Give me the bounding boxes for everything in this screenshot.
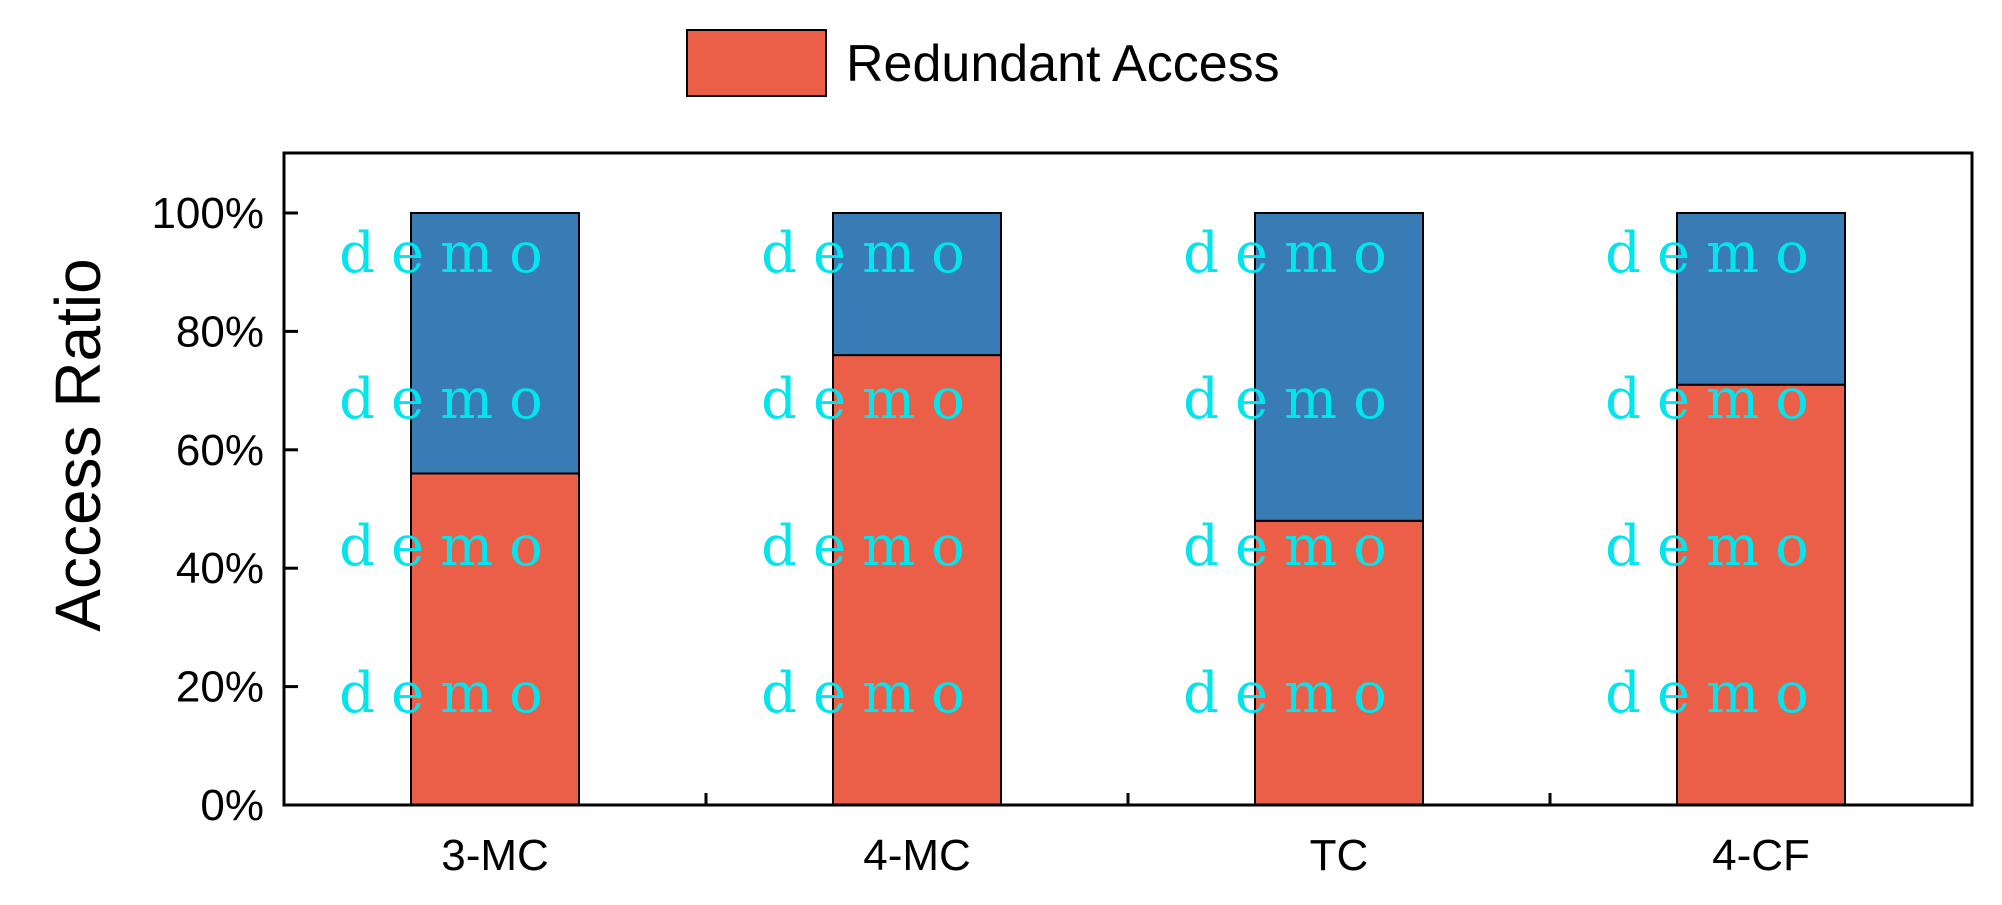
x-tick-label: 3-MC: [441, 831, 549, 880]
x-tick-label: TC: [1310, 831, 1369, 880]
y-tick-label: 20%: [176, 663, 264, 712]
watermark-layer: demo demo demo demo demo demo demo demo demo demo…: [339, 221, 1825, 726]
bar-segment-3-mc-other: [410, 212, 580, 475]
watermark-text: demo: [1183, 661, 1403, 726]
bar-segment-tc-other: [1254, 212, 1424, 522]
watermark-text: demo: [1183, 514, 1403, 579]
y-axis-title: Access Ratio: [42, 258, 114, 631]
watermark-text: demo: [339, 661, 559, 726]
bar-segment-4-cf-other: [1676, 212, 1846, 386]
bar-segment-4-mc-other: [832, 212, 1002, 357]
watermark-text: demo: [339, 367, 559, 432]
watermark-text: demo: [339, 514, 559, 579]
watermark-text: demo: [1605, 514, 1825, 579]
bar-segment-tc-redundant: [1254, 519, 1424, 806]
y-tick-label: 60%: [176, 426, 264, 475]
legend-label-redundant-access: Redundant Access: [846, 35, 1280, 93]
y-tick-label: 80%: [176, 307, 264, 356]
watermark-text: demo: [1183, 367, 1403, 432]
watermark-text: demo: [1605, 221, 1825, 286]
watermark-text: demo: [761, 661, 981, 726]
watermark-text: demo: [1183, 221, 1403, 286]
x-axis: 3-MC 4-MC TC 4-CF: [441, 793, 1810, 880]
legend: Redundant Access: [686, 29, 1280, 97]
x-tick-label: 4-MC: [863, 831, 971, 880]
bars-group: [410, 212, 1846, 806]
bar-segment-4-cf-redundant: [1676, 383, 1846, 806]
watermark-text: demo: [761, 221, 981, 286]
legend-swatch-redundant-access: [686, 29, 827, 97]
bar-segment-3-mc-redundant: [410, 472, 580, 806]
watermark-text: demo: [1605, 661, 1825, 726]
x-tick-label: 4-CF: [1712, 831, 1810, 880]
y-tick-label: 100%: [151, 189, 264, 238]
y-axis: 0% 20% 40% 60% 80% 100%: [151, 189, 298, 830]
y-tick-label: 0%: [200, 781, 264, 830]
y-tick-label: 40%: [176, 544, 264, 593]
watermark-text: demo: [761, 367, 981, 432]
watermark-text: demo: [339, 221, 559, 286]
watermark-text: demo: [1605, 367, 1825, 432]
watermark-text: demo: [761, 514, 981, 579]
